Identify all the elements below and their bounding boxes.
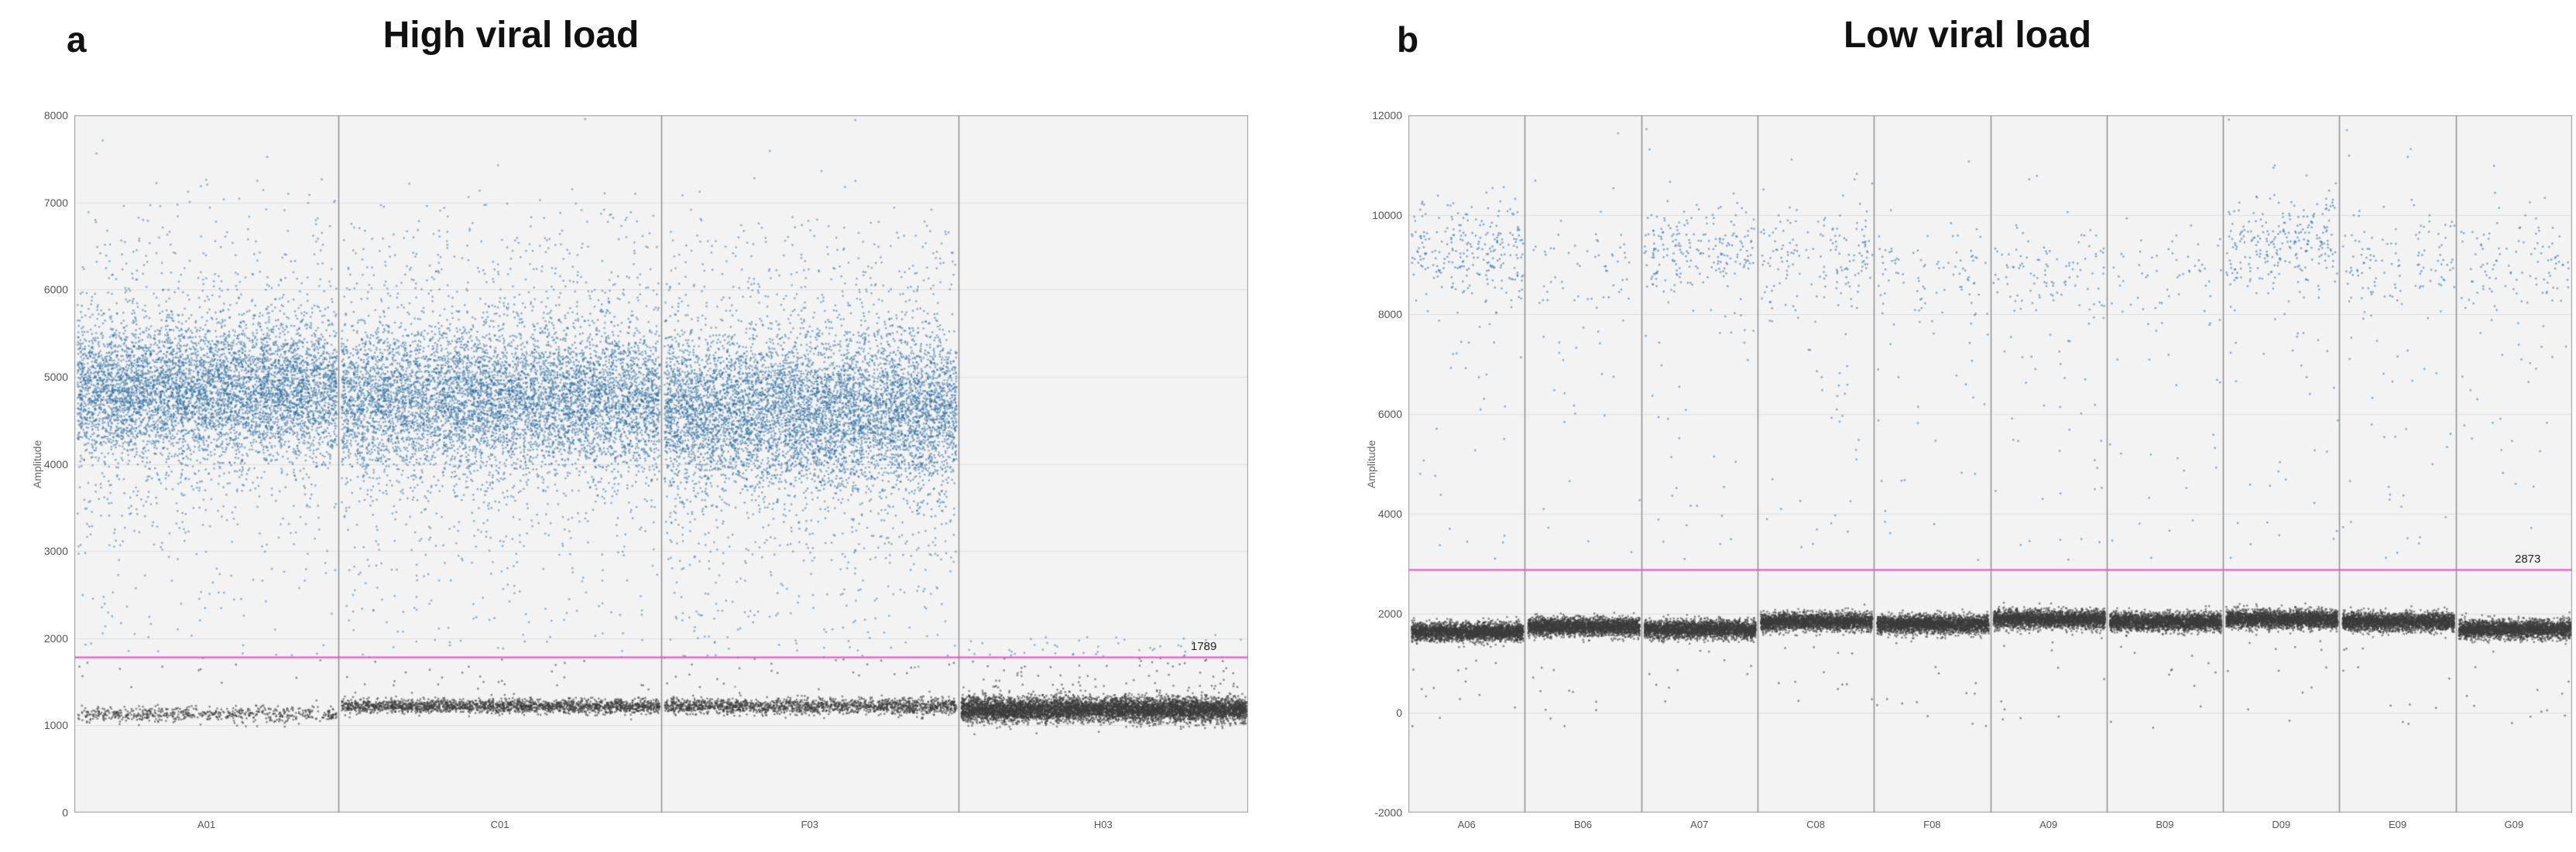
y-tick-label: 7000 <box>43 196 68 209</box>
y-tick-label: 4000 <box>43 457 68 470</box>
panel-title-low-viral-load: Low viral load <box>1843 15 2092 56</box>
x-well-label: A09 <box>2039 819 2058 830</box>
panel-title-high-viral-load: High viral load <box>382 15 640 56</box>
y-tick-label: 6000 <box>1377 408 1402 421</box>
panel-high-viral-load: a High viral load Amplitude 1789 0 1000 20… <box>31 15 1248 830</box>
y-tick-label: 6000 <box>43 283 68 296</box>
x-well-label: A01 <box>197 819 216 830</box>
x-well-label: A06 <box>1457 819 1476 830</box>
y-tick-label: 8000 <box>43 109 68 121</box>
threshold-value-label-a: 1789 <box>1191 639 1217 653</box>
y-tick-label: 10000 <box>1372 208 1402 221</box>
x-well-label: A07 <box>1690 819 1709 830</box>
x-well-label: H03 <box>1093 819 1113 830</box>
y-tick-label: 12000 <box>1372 109 1402 121</box>
x-well-label: F03 <box>801 819 818 830</box>
y-tick-label: 2000 <box>43 631 68 645</box>
droplet-scatter-canvas-b <box>1408 115 2572 813</box>
y-tick-label: -2000 <box>1374 806 1402 819</box>
x-well-label: B06 <box>1573 819 1593 830</box>
x-well-label: D09 <box>2272 819 2291 830</box>
y-tick-label: 0 <box>62 806 68 819</box>
y-tick-label: 4000 <box>1377 507 1402 520</box>
threshold-value-label-b: 2873 <box>2515 553 2541 566</box>
panel-letter-a: a <box>67 19 87 60</box>
x-well-label: C08 <box>1806 819 1825 830</box>
y-tick-label: 8000 <box>1377 308 1402 321</box>
x-well-label: C01 <box>490 819 509 830</box>
x-well-label: E09 <box>2388 819 2407 830</box>
y-tick-label: 2000 <box>1377 607 1402 620</box>
panel-low-viral-load: b Low viral load Amplitude 2873 -2000 0 20… <box>1334 0 2576 852</box>
panel-letter-b: b <box>1397 19 1419 60</box>
y-tick-label: 5000 <box>43 370 68 383</box>
x-well-label: G09 <box>2504 819 2524 830</box>
y-tick-label: 1000 <box>43 719 68 732</box>
y-tick-label: 0 <box>1396 707 1402 720</box>
y-tick-label: 3000 <box>43 545 68 558</box>
x-well-label: B09 <box>2156 819 2174 830</box>
x-well-label: F08 <box>1923 819 1941 830</box>
droplet-scatter-canvas-a <box>74 115 1248 813</box>
